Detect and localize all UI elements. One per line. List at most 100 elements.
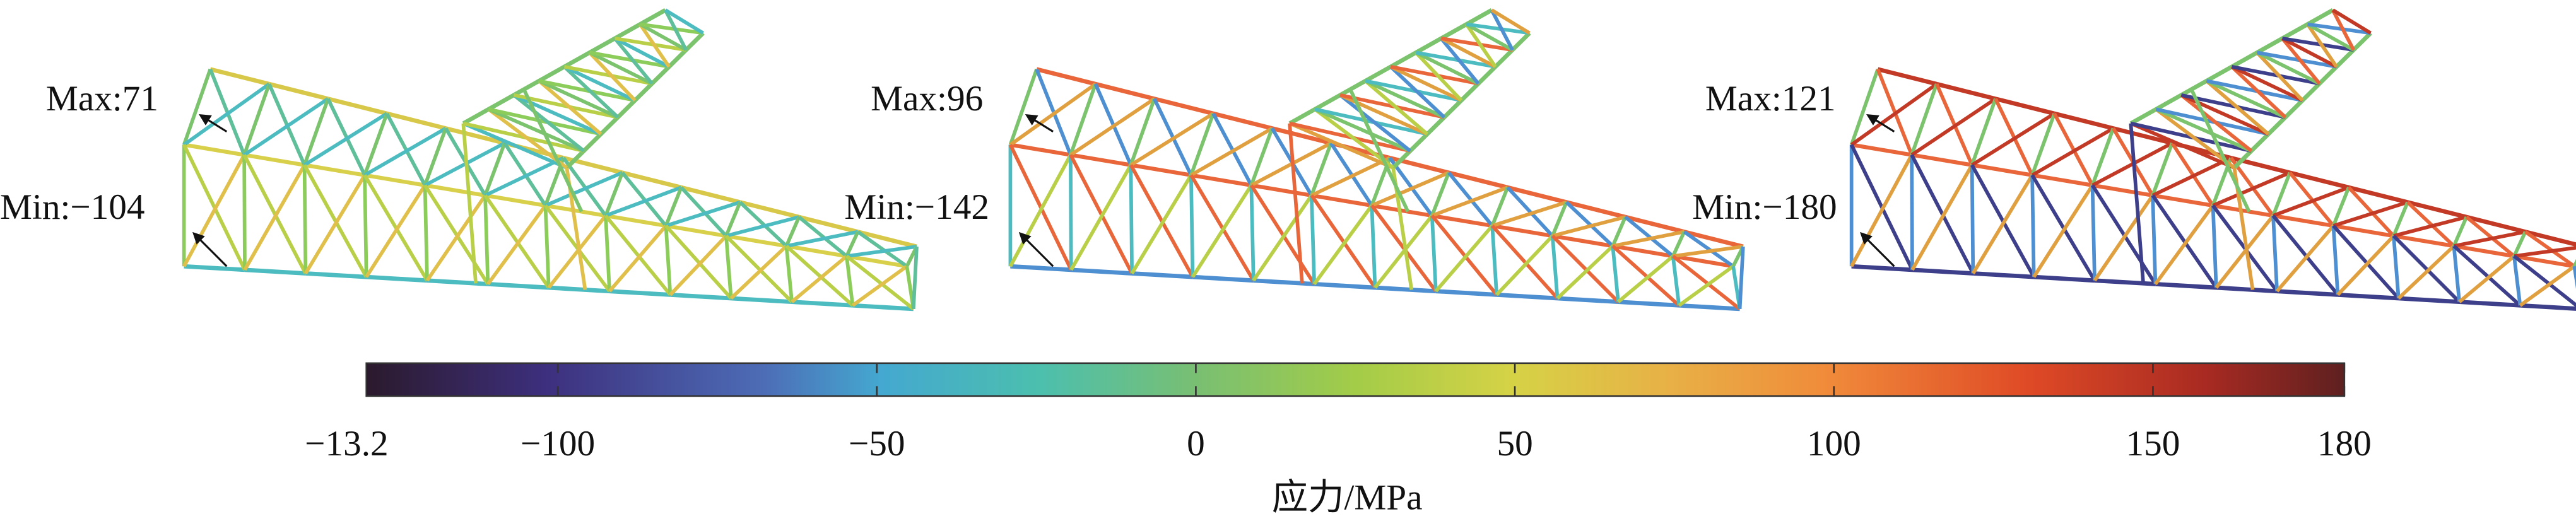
member: [1440, 37, 1480, 85]
member: [615, 37, 686, 52]
member: [1430, 215, 1438, 291]
member: [791, 254, 848, 303]
member: [2281, 37, 2338, 69]
member: [2520, 303, 2576, 311]
member: [2256, 50, 2320, 86]
member: [2206, 79, 2286, 119]
member: [729, 245, 788, 300]
member: [785, 230, 859, 248]
member: [1552, 215, 1626, 238]
member: [2406, 201, 2455, 248]
member: [670, 292, 731, 301]
member: [2393, 215, 2467, 238]
member: [1490, 225, 1499, 295]
member: [1009, 143, 1071, 157]
member: [244, 153, 305, 167]
member: [1877, 67, 1938, 86]
member: [797, 215, 848, 258]
member: [664, 8, 704, 35]
member: [1192, 274, 1254, 283]
member: [1310, 142, 1333, 196]
member: [484, 156, 565, 197]
member: [613, 37, 654, 85]
member: [588, 51, 637, 102]
member: [911, 246, 919, 310]
member: [1550, 235, 1560, 299]
member: [2514, 245, 2576, 258]
member: [1414, 51, 1463, 102]
min-label: Min:−142: [844, 187, 989, 227]
member: [1008, 68, 1038, 146]
member: [1314, 282, 1375, 290]
member: [512, 93, 585, 153]
member: [1850, 154, 1914, 267]
member: [1851, 143, 1912, 157]
member: [1348, 88, 1410, 213]
member: [851, 264, 909, 307]
member: [1373, 214, 1434, 289]
member: [1671, 254, 1741, 311]
member: [1671, 255, 1681, 306]
member: [640, 22, 703, 35]
member: [857, 230, 909, 268]
member: [1565, 201, 1614, 248]
member: [1191, 184, 1253, 278]
member: [2155, 282, 2216, 290]
member: [1312, 204, 1373, 286]
member: [726, 215, 800, 238]
member: [2092, 183, 2153, 197]
member: [724, 235, 794, 303]
member: [2331, 225, 2340, 295]
member: [1491, 225, 1559, 300]
member: [2307, 22, 2355, 52]
member: [1611, 244, 1681, 307]
member: [363, 113, 389, 176]
member: [2306, 23, 2338, 68]
member: [1071, 267, 1132, 276]
member: [1970, 165, 1975, 274]
member: [486, 204, 547, 286]
member: [2151, 156, 2232, 197]
member: [445, 126, 505, 146]
member: [1973, 271, 2034, 279]
member: [1440, 37, 1513, 52]
member: [1551, 235, 1620, 303]
member: [2054, 111, 2114, 131]
member: [1464, 23, 1497, 68]
member: [1314, 107, 1411, 153]
member: [2033, 274, 2095, 283]
member: [363, 126, 447, 177]
member: [669, 235, 728, 296]
member: [1249, 185, 1256, 281]
member: [1390, 65, 1462, 102]
member: [1364, 79, 1429, 136]
member: [1288, 122, 1394, 170]
member: [538, 79, 603, 136]
member: [366, 274, 428, 283]
member: [2211, 205, 2218, 288]
member: [614, 37, 670, 69]
tick-label: 50: [1497, 424, 1532, 464]
member: [2032, 173, 2093, 187]
member: [2255, 51, 2304, 102]
member: [2271, 215, 2279, 291]
member: [2338, 292, 2399, 301]
member: [2275, 225, 2335, 293]
member: [562, 156, 608, 217]
member: [621, 171, 668, 227]
member: [1971, 174, 2034, 274]
colorbar: [365, 362, 2346, 397]
member: [2271, 172, 2292, 216]
member: [1189, 113, 1215, 176]
member: [1624, 215, 1674, 258]
member: [2094, 278, 2156, 286]
member: [2231, 65, 2320, 86]
member: [1365, 79, 1462, 103]
member: [846, 254, 907, 269]
member: [423, 185, 429, 281]
member: [1506, 186, 1554, 237]
member: [1253, 278, 1315, 286]
member: [1388, 156, 1434, 217]
member: [2216, 285, 2278, 294]
member: [731, 296, 792, 305]
